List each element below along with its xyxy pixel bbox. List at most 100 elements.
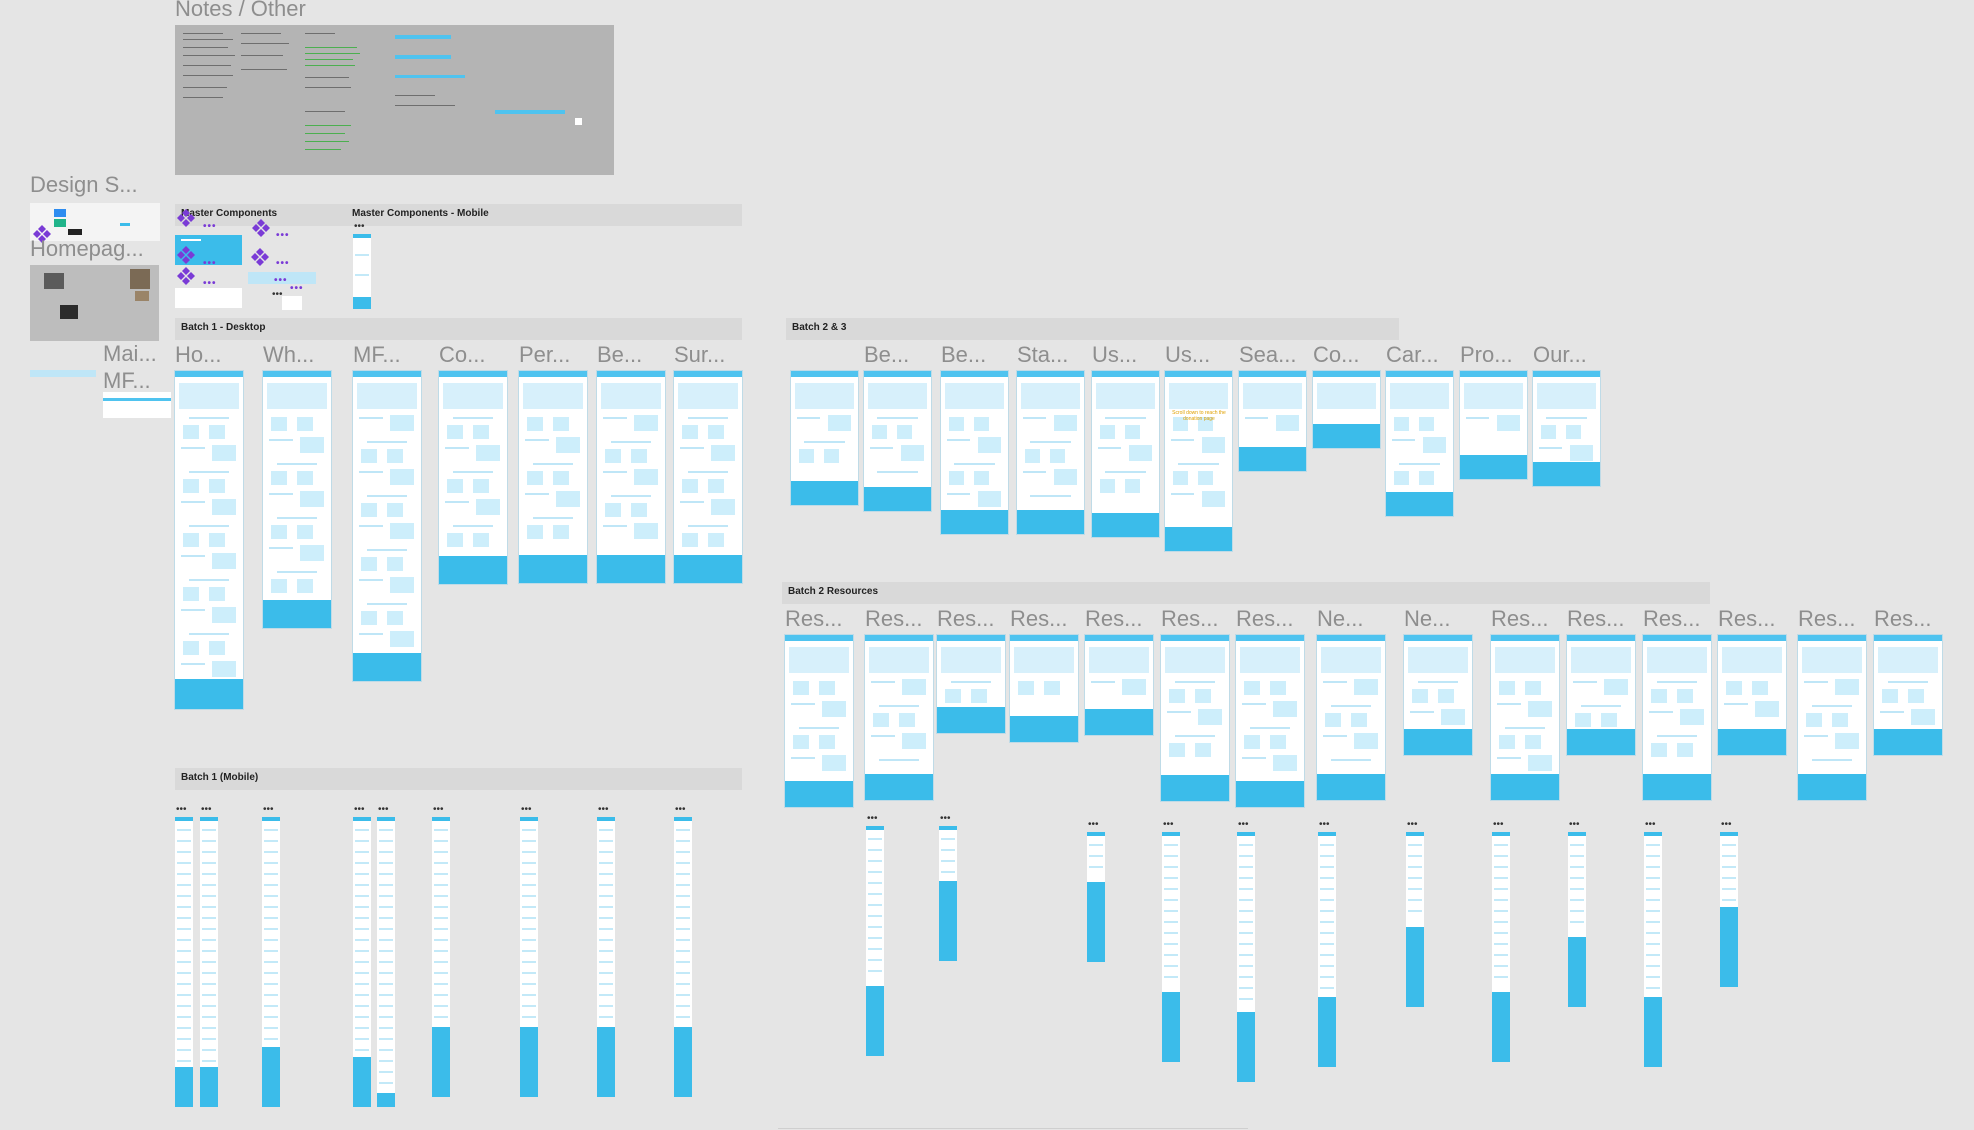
more-ellipsis-icon[interactable]: ••• (203, 258, 217, 269)
component-icon[interactable] (250, 247, 270, 267)
wireframe-page[interactable] (1165, 371, 1232, 551)
wireframe-page[interactable] (353, 371, 421, 681)
frame-title[interactable]: Us... (1165, 342, 1211, 367)
component-icon[interactable] (251, 218, 271, 238)
wireframe-page[interactable] (1718, 635, 1786, 755)
frame-title[interactable]: Us... (1092, 342, 1138, 367)
more-ellipsis-icon[interactable]: ••• (1493, 819, 1504, 830)
more-ellipsis-icon[interactable]: ••• (1163, 819, 1174, 830)
mobile-wireframe-page[interactable] (939, 826, 957, 961)
wireframe-page[interactable] (1491, 635, 1559, 800)
mobile-wireframe-page[interactable] (1162, 832, 1180, 1062)
more-ellipsis-icon[interactable]: ••• (1645, 819, 1656, 830)
wireframe-page[interactable] (1313, 371, 1380, 448)
main-frame-title[interactable]: Mai... (103, 341, 157, 366)
mobile-wireframe-page[interactable] (866, 826, 884, 1056)
frame-title[interactable]: Res... (1085, 606, 1143, 631)
component-icon[interactable] (176, 245, 196, 265)
wireframe-page[interactable] (785, 635, 853, 807)
wireframe-page[interactable] (1874, 635, 1942, 755)
component-preview-card[interactable] (175, 288, 242, 308)
frame-title[interactable]: Res... (1643, 606, 1701, 631)
wireframe-page[interactable] (1404, 635, 1472, 755)
mobile-wireframe-page[interactable] (1720, 832, 1738, 987)
batch23-section[interactable]: Batch 2 & 3 (786, 318, 1399, 340)
component-preview-bar[interactable] (248, 272, 316, 284)
mobile-component-frame[interactable] (353, 234, 371, 309)
mobile-wireframe-page[interactable] (1237, 832, 1255, 1082)
more-ellipsis-icon[interactable]: ••• (1088, 819, 1099, 830)
wireframe-page[interactable] (1386, 371, 1453, 516)
wireframe-page[interactable] (1567, 635, 1635, 755)
mobile-wireframe-page[interactable] (200, 817, 218, 1107)
wireframe-page[interactable] (1017, 371, 1084, 534)
more-ellipsis-icon[interactable]: ••• (276, 230, 290, 241)
mf-frame-title[interactable]: MF... (103, 368, 151, 393)
wireframe-page[interactable] (674, 371, 742, 583)
mobile-wireframe-page[interactable] (377, 817, 395, 1107)
more-ellipsis-icon[interactable]: ••• (1721, 819, 1732, 830)
frame-title[interactable]: Ne... (1404, 606, 1451, 631)
frame-title[interactable]: Res... (865, 606, 923, 631)
mobile-wireframe-page[interactable] (175, 817, 193, 1107)
main-frame-thumb[interactable] (30, 370, 96, 377)
frame-title[interactable]: Res... (1718, 606, 1776, 631)
wireframe-page[interactable] (439, 371, 507, 584)
more-ellipsis-icon[interactable]: ••• (272, 289, 283, 300)
mobile-wireframe-page[interactable] (1492, 832, 1510, 1062)
wireframe-page[interactable] (519, 371, 587, 583)
more-ellipsis-icon[interactable]: ••• (675, 804, 686, 815)
frame-title[interactable]: Res... (1236, 606, 1294, 631)
wireframe-page[interactable] (941, 371, 1008, 534)
frame-title[interactable]: Co... (1313, 342, 1360, 367)
mf-frame-thumb[interactable] (103, 392, 171, 418)
mobile-wireframe-page[interactable] (353, 817, 371, 1107)
mobile-wireframe-page[interactable] (597, 817, 615, 1097)
more-ellipsis-icon[interactable]: ••• (521, 804, 532, 815)
mobile-wireframe-page[interactable] (520, 817, 538, 1097)
component-icon[interactable] (176, 266, 196, 286)
frame-title[interactable]: Res... (1010, 606, 1068, 631)
frame-title[interactable]: Ne... (1317, 606, 1364, 631)
wireframe-page[interactable] (1161, 635, 1229, 801)
frame-title[interactable]: Res... (785, 606, 843, 631)
wireframe-page[interactable] (175, 371, 243, 709)
wireframe-page[interactable] (1533, 371, 1600, 486)
frame-title[interactable]: Be... (864, 342, 910, 367)
frame-title[interactable]: Ho... (175, 342, 222, 367)
wireframe-page[interactable] (791, 371, 858, 505)
mobile-wireframe-page[interactable] (432, 817, 450, 1097)
more-ellipsis-icon[interactable]: ••• (203, 221, 217, 232)
frame-title[interactable]: Our... (1533, 342, 1587, 367)
frame-title[interactable]: Sta... (1017, 342, 1069, 367)
notes-frame[interactable] (175, 25, 614, 175)
frame-title[interactable]: Res... (1874, 606, 1932, 631)
frame-title[interactable]: Res... (1567, 606, 1625, 631)
frame-title[interactable]: MF... (353, 342, 401, 367)
more-ellipsis-icon[interactable]: ••• (201, 804, 212, 815)
mobile-wireframe-page[interactable] (1087, 832, 1105, 962)
frame-title[interactable]: Res... (1491, 606, 1549, 631)
more-ellipsis-icon[interactable]: ••• (433, 804, 444, 815)
wireframe-page[interactable] (597, 371, 665, 583)
more-ellipsis-icon[interactable]: ••• (263, 804, 274, 815)
more-ellipsis-icon[interactable]: ••• (1407, 819, 1418, 830)
batch1-mobile-section[interactable]: Batch 1 (Mobile) (175, 768, 742, 790)
notes-frame-title[interactable]: Notes / Other (175, 0, 306, 21)
more-ellipsis-icon[interactable]: ••• (354, 221, 365, 232)
mobile-wireframe-page[interactable] (1568, 832, 1586, 1007)
more-ellipsis-icon[interactable]: ••• (1238, 819, 1249, 830)
wireframe-page[interactable] (1317, 635, 1385, 800)
mobile-wireframe-page[interactable] (1318, 832, 1336, 1067)
frame-title[interactable]: Res... (937, 606, 995, 631)
frame-title[interactable]: Res... (1798, 606, 1856, 631)
more-ellipsis-icon[interactable]: ••• (940, 813, 951, 824)
wireframe-page[interactable] (1092, 371, 1159, 537)
homepage-frame-title[interactable]: Homepag... (30, 236, 144, 261)
frame-title[interactable]: Per... (519, 342, 571, 367)
mobile-wireframe-page[interactable] (262, 817, 280, 1107)
design-system-frame-title[interactable]: Design S... (30, 172, 138, 197)
more-ellipsis-icon[interactable]: ••• (274, 275, 288, 286)
homepage-moodboard-frame[interactable] (30, 265, 159, 341)
frame-title[interactable]: Sur... (674, 342, 726, 367)
